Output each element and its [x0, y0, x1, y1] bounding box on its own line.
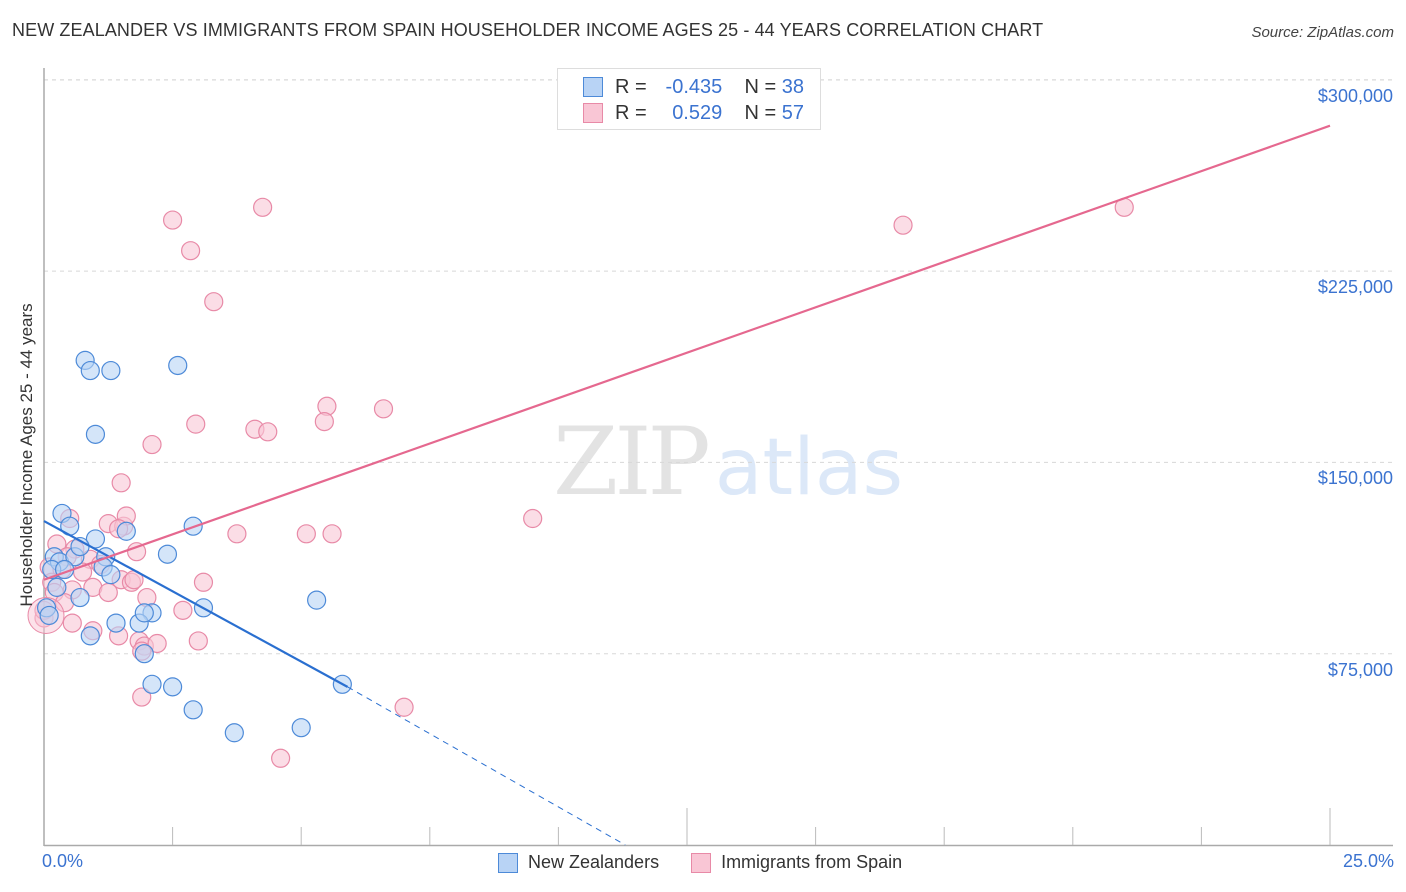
data-point — [322, 524, 342, 544]
data-point — [39, 605, 59, 626]
data-point — [101, 360, 121, 381]
data-point — [296, 524, 316, 544]
data-point — [163, 677, 183, 697]
n-label: N = — [744, 75, 777, 98]
y-tick-300000: $300,000 — [1317, 86, 1393, 106]
y-tick-225000: $225,000 — [1317, 277, 1393, 297]
data-point — [47, 577, 67, 597]
data-point — [373, 399, 394, 419]
source-label: Source: ZipAtlas.com — [1251, 24, 1394, 41]
data-point — [204, 292, 224, 312]
n-value: 38 — [781, 75, 804, 98]
x-tick-max: 25.0% — [1342, 851, 1394, 871]
series-new-zealanders-points — [36, 350, 352, 743]
new-zealanders-trend-extension — [347, 686, 626, 846]
n-value: 57 — [781, 101, 804, 124]
data-point — [291, 718, 311, 738]
data-point — [271, 748, 291, 768]
data-point — [258, 422, 278, 442]
data-point — [163, 210, 183, 230]
data-point — [62, 613, 82, 633]
data-point — [70, 587, 90, 608]
data-point — [188, 631, 208, 651]
legend-row-new-zealanders: R = -0.435 N = 38 — [583, 75, 804, 99]
legend-new-zealanders: New Zealanders — [528, 852, 660, 872]
pink-swatch-icon — [583, 103, 603, 123]
zipatlas-watermark: ZIP atlas — [553, 408, 904, 517]
r-label: R = — [615, 101, 647, 124]
data-point — [523, 508, 543, 529]
data-point — [142, 674, 162, 694]
blue-swatch-icon — [498, 852, 518, 873]
r-value: 0.529 — [672, 101, 723, 124]
data-point — [142, 434, 162, 455]
data-point — [314, 411, 334, 432]
data-point — [134, 644, 154, 664]
data-point — [186, 414, 206, 434]
data-point — [116, 521, 136, 541]
new-zealanders-trend-line — [43, 520, 349, 688]
data-point — [157, 544, 178, 564]
data-point — [227, 524, 247, 544]
y-axis-label: Householder Income Ages 25 - 44 years — [17, 303, 36, 607]
data-point — [111, 473, 131, 493]
data-point — [173, 600, 193, 620]
data-point — [183, 700, 203, 720]
data-point — [85, 424, 106, 444]
data-point — [80, 360, 100, 381]
data-point — [147, 633, 167, 654]
data-point — [126, 542, 147, 562]
data-point — [80, 626, 100, 646]
axes — [43, 68, 1393, 847]
r-value: -0.435 — [665, 75, 723, 98]
immigrants-from-spain-trend-line — [43, 124, 1331, 581]
data-point — [394, 697, 414, 717]
chart-title: NEW ZEALANDER VS IMMIGRANTS FROM SPAIN H… — [12, 20, 1044, 40]
data-point — [98, 582, 118, 603]
data-point — [253, 197, 273, 217]
data-point — [893, 215, 913, 235]
data-point — [193, 572, 214, 592]
blue-swatch-icon — [583, 77, 603, 97]
n-label: N = — [744, 101, 777, 124]
series-legend: New Zealanders Immigrants from Spain — [498, 852, 902, 873]
data-point — [181, 241, 201, 261]
x-tick-min: 0.0% — [42, 851, 84, 871]
correlation-legend: R = -0.435 N = 38 R = 0.529 N = 57 — [557, 68, 821, 130]
legend-row-immigrants-from-spain: R = 0.529 N = 57 — [583, 101, 804, 125]
legend-immigrants-from-spain: Immigrants from Spain — [721, 852, 903, 872]
y-tick-150000: $150,000 — [1317, 468, 1393, 488]
data-point — [132, 687, 152, 707]
y-tick-75000: $75,000 — [1327, 660, 1393, 680]
pink-swatch-icon — [691, 852, 712, 873]
data-point — [168, 355, 188, 376]
data-point — [101, 565, 121, 585]
data-point — [307, 590, 327, 610]
data-point — [134, 603, 154, 623]
data-point — [224, 723, 244, 743]
gridlines — [44, 79, 1392, 655]
trend-lines — [43, 124, 1331, 846]
data-point — [106, 613, 126, 633]
series-immigrants-from-spain-points — [27, 197, 1134, 768]
r-label: R = — [615, 75, 647, 98]
